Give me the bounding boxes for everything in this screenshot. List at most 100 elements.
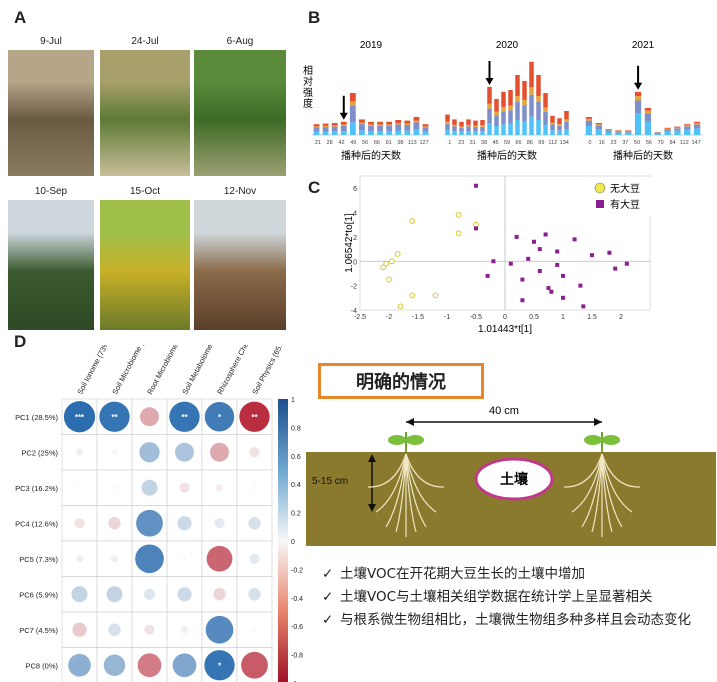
bar-segment (313, 127, 320, 132)
plant-root (367, 453, 407, 488)
y-axis-label-char: 相 (303, 64, 313, 77)
scatter-point (624, 261, 629, 266)
bar-segment (359, 130, 365, 135)
plant-root (405, 453, 445, 488)
bar-segment (313, 126, 320, 128)
bar-segment (494, 126, 499, 135)
bar-segment (515, 96, 520, 102)
scatter-point (397, 303, 404, 310)
bar-segment (550, 124, 555, 131)
bar-segment (625, 131, 632, 133)
row-label: PC2 (25%) (21, 448, 58, 457)
scatter-point (555, 262, 560, 267)
plant-root (563, 453, 603, 488)
tick-label: 37 (622, 140, 628, 146)
bar-segment (473, 125, 478, 128)
bar-segment (395, 124, 402, 131)
correlation-circle (204, 650, 235, 681)
tick-label: 59 (504, 140, 510, 146)
correlation-circle (206, 545, 233, 572)
bar-segment (615, 132, 622, 135)
bar-segment (395, 123, 402, 125)
bar-segment (605, 129, 612, 130)
y-axis-label-char: 对 (303, 75, 313, 88)
bar-segment (543, 124, 548, 135)
spacing-arrowhead-left (406, 418, 414, 426)
column-label: Soil Ionome (73%) (75, 345, 112, 396)
scatter-point (455, 212, 462, 218)
pca-scatter-plot: -2.5 -2 -1.5 -1 -0.5 0 0.5 1 1.5 2 6 4 2 0 -2 -4 1.01443… (344, 175, 660, 335)
tick-label: 56 (362, 140, 368, 146)
significance-stars: *** (75, 413, 85, 422)
correlation-circle (169, 401, 200, 432)
correlation-circle (205, 615, 234, 644)
correlation-circle (172, 653, 197, 678)
significance-stars: ** (251, 413, 258, 422)
scatter-point (543, 232, 548, 237)
plant-root (581, 453, 603, 528)
bar-segment (445, 121, 450, 124)
bar-segment (331, 125, 338, 127)
bar-segment (543, 93, 548, 108)
x-tick-label: 0.5 (529, 314, 539, 321)
significance-stars: * (218, 661, 222, 670)
bar-segment (322, 131, 329, 135)
bar-segment (644, 108, 652, 111)
y-tick-label: 6 (353, 186, 357, 193)
scatter-point (578, 283, 583, 288)
colorbar-tick-label: -0.8 (291, 653, 303, 660)
bar-segment (480, 120, 485, 126)
bar-segment (395, 130, 402, 135)
correlation-circle (140, 407, 159, 427)
correlation-circle (248, 517, 261, 530)
bar-segment (322, 125, 329, 128)
bar-segment (466, 124, 471, 127)
soil-label: 土壤 (500, 471, 529, 488)
plant-root (405, 453, 437, 513)
finding-item: ✓ 土壤VOC在开花期大豆生长的土壤中增加 (322, 563, 714, 586)
plant-leaf (584, 435, 602, 445)
tick-label: 66 (515, 140, 521, 146)
bar-segment (595, 124, 602, 126)
scatter-point (581, 304, 586, 309)
correlation-circle (214, 518, 225, 529)
bar-segment (377, 131, 383, 135)
bar-segment (634, 96, 642, 101)
correlation-circle (175, 442, 194, 462)
bar-segment (413, 122, 420, 130)
significance-stars: ** (181, 413, 188, 422)
bar-segment (413, 117, 420, 121)
scatter-point (520, 277, 525, 282)
bar-segment (529, 94, 534, 117)
tick-label: 56 (646, 140, 652, 146)
scatter-point (383, 260, 389, 267)
bar-segment (359, 122, 365, 125)
bar-segment (386, 125, 393, 132)
bar-segment (386, 124, 393, 126)
correlation-circle (99, 401, 130, 432)
field-photo (194, 50, 286, 176)
bar-segment (674, 127, 681, 129)
bar-segment (466, 131, 471, 135)
colorbar-tick-label: 0.2 (291, 511, 301, 518)
tick-label: 1 (448, 140, 451, 146)
plant-leaf (388, 435, 406, 445)
tick-label: 45 (492, 140, 498, 146)
y-axis-label-char: 度 (303, 97, 313, 110)
tick-label: 113 (408, 140, 417, 146)
y-tick-label: -4 (351, 308, 357, 315)
x-tick-label: 1.5 (587, 314, 597, 321)
y-tick-label: 0 (353, 259, 357, 266)
bar-segment (522, 99, 527, 106)
bar-segment (674, 128, 681, 131)
y-axis-label-char: 强 (303, 87, 313, 99)
scatter-point (491, 259, 496, 264)
scatter-point (561, 273, 565, 278)
scatter-point (526, 256, 531, 261)
bar-segment (368, 121, 374, 125)
bar-segment (413, 120, 420, 123)
x-tick-label: -2 (386, 314, 392, 321)
scatter-point (613, 266, 618, 271)
